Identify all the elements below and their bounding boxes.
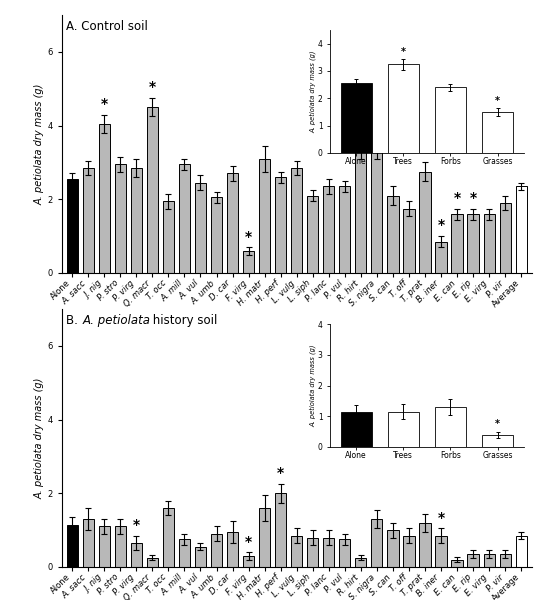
Text: A. Control soil: A. Control soil [67,20,148,33]
Y-axis label: A. petiolata dry mass (g): A. petiolata dry mass (g) [34,377,45,499]
Y-axis label: A. petiolata dry mass (g): A. petiolata dry mass (g) [310,50,316,133]
Bar [275,177,286,273]
Bar [211,197,222,273]
Bar [387,530,398,567]
Bar [99,124,110,273]
Text: A. petiolata: A. petiolata [83,314,151,327]
Bar [516,536,527,567]
Text: *: * [438,218,445,232]
Bar [387,196,398,273]
Bar [403,208,415,273]
Bar [435,407,466,447]
Text: *: * [438,511,445,524]
Bar [499,203,511,273]
Bar [419,523,431,567]
Bar [291,536,302,567]
Bar [516,187,527,273]
Bar [388,64,419,153]
Bar [323,538,335,567]
Text: history soil: history soil [149,314,217,327]
Bar [339,539,351,567]
Bar [435,88,466,153]
Bar [483,554,495,567]
Bar [468,214,478,273]
Bar [83,519,94,567]
Text: *: * [149,80,156,94]
Bar [291,168,302,273]
Text: *: * [401,47,406,56]
Bar [275,493,286,567]
Bar [211,534,222,567]
Bar [163,508,174,567]
Bar [243,556,254,567]
Bar [67,524,78,567]
Bar [259,508,270,567]
Text: *: * [245,230,252,244]
Bar [227,532,238,567]
Bar [371,151,382,273]
Bar [355,558,366,567]
Bar [468,554,478,567]
Text: *: * [101,97,108,111]
Bar [482,112,513,153]
Bar [419,172,431,273]
Bar [115,526,126,567]
Bar [403,536,415,567]
Text: *: * [133,518,140,532]
Bar [499,554,511,567]
Text: *: * [454,191,461,205]
Bar [436,536,447,567]
Bar [341,412,372,447]
Bar [307,538,318,567]
Bar [452,560,463,567]
Bar [339,187,351,273]
Bar [388,412,419,447]
Bar [195,182,206,273]
Bar [227,173,238,273]
Text: *: * [245,535,252,548]
Bar [259,159,270,273]
Text: B.: B. [67,314,82,327]
Bar [452,214,463,273]
Bar [179,164,190,273]
Bar [483,214,495,273]
Bar [371,519,382,567]
Bar [307,196,318,273]
Bar [130,168,142,273]
Bar [323,187,335,273]
Bar [147,558,158,567]
Bar [130,543,142,567]
Bar [179,539,190,567]
Y-axis label: A. petiolata dry mass (g): A. petiolata dry mass (g) [34,83,45,205]
Bar [482,434,513,447]
Bar [67,179,78,273]
Text: *: * [495,96,500,106]
Text: *: * [469,191,477,205]
Bar [243,251,254,273]
Bar [195,547,206,567]
Bar [115,164,126,273]
Bar [355,149,366,273]
Bar [436,242,447,273]
Text: *: * [495,419,500,429]
Bar [99,526,110,567]
Bar [147,107,158,273]
Y-axis label: A. petiolata dry mass (g): A. petiolata dry mass (g) [310,344,316,427]
Bar [163,201,174,273]
Bar [83,168,94,273]
Text: *: * [277,466,284,481]
Bar [341,83,372,153]
